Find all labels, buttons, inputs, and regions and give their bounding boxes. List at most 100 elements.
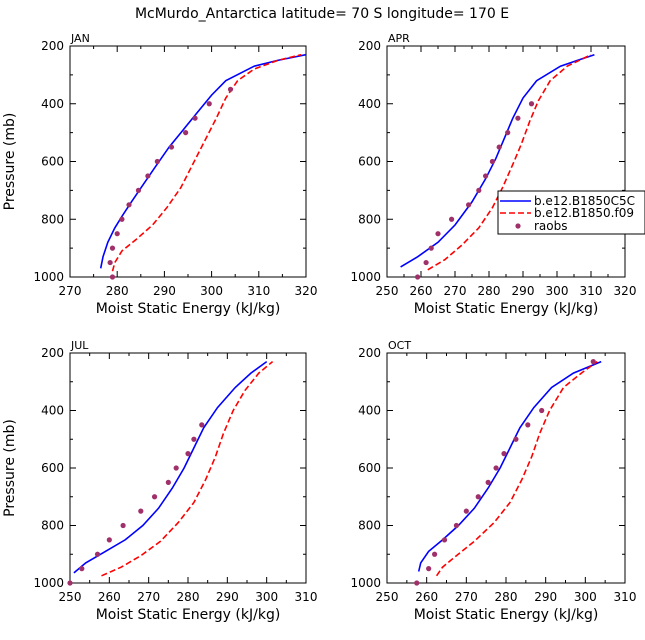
raob-point [505, 130, 511, 136]
x-tick-label: 290 [534, 590, 557, 604]
raob-point [165, 479, 171, 485]
raob-point [426, 566, 432, 572]
raob-point [154, 158, 160, 165]
raob-point [119, 216, 125, 222]
y-tick-label: 200 [358, 346, 381, 360]
raob-point [463, 508, 469, 514]
raob-point [539, 407, 545, 414]
x-tick-label: 300 [574, 590, 597, 604]
raob-point [126, 202, 132, 208]
raob-point [432, 551, 438, 557]
y-tick-label: 400 [41, 97, 64, 111]
raob-point [106, 537, 112, 543]
y-tick-label: 400 [41, 404, 64, 418]
series-line-model-a [73, 360, 268, 574]
x-tick-label: 280 [478, 284, 501, 298]
panel-apr: 250 260 270 280 290 300 310 320 200 400 600 800 1000… [350, 32, 645, 317]
figure-title: McMurdo_Antarctica latitude= 70 S longit… [135, 6, 509, 22]
raob-point [525, 422, 531, 428]
raob-point [414, 580, 420, 586]
raob-point [107, 259, 113, 266]
x-tick-label: 300 [546, 284, 569, 298]
raob-point [475, 494, 481, 500]
panel-title: APR [388, 32, 410, 45]
plot-frame [69, 352, 307, 584]
y-tick-label: 200 [41, 39, 64, 53]
legend-label: b.e12.B1850.f09 [534, 206, 634, 220]
y-tick-label: 600 [358, 461, 381, 475]
raob-point [120, 522, 126, 529]
y-tick-label: 1000 [350, 270, 381, 284]
panel-jul: 250 260 270 280 290 300 310 200 400 600 800 1000 JUL… [2, 339, 317, 623]
y-tick-label: 1000 [33, 270, 64, 284]
raob-point [496, 144, 502, 150]
raob-point [489, 158, 495, 165]
series-line-model-b [111, 53, 302, 272]
raob-point [192, 115, 198, 121]
raob-point [485, 479, 491, 485]
raob-point [428, 245, 434, 251]
raob-point [435, 231, 441, 237]
raob-point [191, 436, 197, 442]
raob-point [94, 551, 101, 557]
x-tick-label: 310 [580, 284, 603, 298]
raob-point [185, 451, 191, 457]
y-tick-label: 400 [358, 97, 381, 111]
x-tick-label: 280 [106, 284, 129, 298]
x-tick-label: 300 [255, 590, 278, 604]
y-tick-label: 200 [41, 346, 64, 360]
panel-title: OCT [388, 339, 411, 352]
y-tick-label: 200 [358, 39, 381, 53]
raob-point [493, 465, 499, 471]
y-tick-label: 1000 [33, 576, 64, 590]
y-axis-label: Pressure (mb) [2, 113, 18, 211]
series-line-model-b [101, 360, 274, 577]
x-tick-label: 310 [614, 590, 637, 604]
x-tick-label: 320 [614, 284, 637, 298]
raob-point [183, 130, 189, 136]
raob-point [79, 566, 85, 572]
panel-title: JUL [70, 339, 89, 352]
raob-point [114, 231, 120, 237]
raob-point [151, 494, 158, 500]
x-tick-label: 250 [376, 590, 399, 604]
x-tick-label: 280 [177, 590, 200, 604]
raob-point [227, 86, 234, 92]
y-tick-label: 1000 [350, 576, 381, 590]
y-tick-label: 600 [41, 461, 64, 475]
raob-point [173, 465, 179, 471]
plot-frame [386, 45, 626, 278]
raob-point [415, 274, 421, 280]
raob-point [138, 508, 144, 514]
y-tick-label: 800 [41, 519, 64, 533]
x-tick-label: 310 [295, 590, 318, 604]
plot-frame [69, 45, 307, 278]
raob-point [590, 359, 596, 365]
raob-point [441, 537, 448, 543]
raob-point [501, 451, 507, 457]
raob-point [423, 259, 429, 266]
raob-point [476, 187, 482, 193]
y-tick-label: 400 [358, 404, 381, 418]
x-tick-label: 260 [410, 284, 433, 298]
raob-point [135, 187, 142, 193]
series-line-model-a [400, 53, 595, 268]
x-tick-label: 270 [455, 590, 478, 604]
x-tick-label: 310 [247, 284, 270, 298]
x-axis-label: Moist Static Energy (kJ/kg) [414, 301, 599, 317]
x-axis-label: Moist Static Energy (kJ/kg) [96, 607, 281, 623]
raob-point [449, 216, 455, 222]
panel-jan: 270 280 290 300 310 320 200 400 600 800 1000 JAN Moi… [2, 32, 317, 317]
x-tick-label: 250 [376, 284, 399, 298]
raob-point [109, 274, 116, 280]
x-tick-label: 300 [200, 284, 223, 298]
panel-oct: 250 260 270 280 290 300 310 200 400 600 800 1000 OCT… [350, 339, 636, 623]
raob-point [466, 202, 472, 208]
raob-point [528, 101, 535, 107]
raob-point [145, 173, 151, 179]
x-tick-label: 260 [415, 590, 438, 604]
x-tick-label: 290 [153, 284, 176, 298]
legend-label: raobs [534, 219, 568, 233]
